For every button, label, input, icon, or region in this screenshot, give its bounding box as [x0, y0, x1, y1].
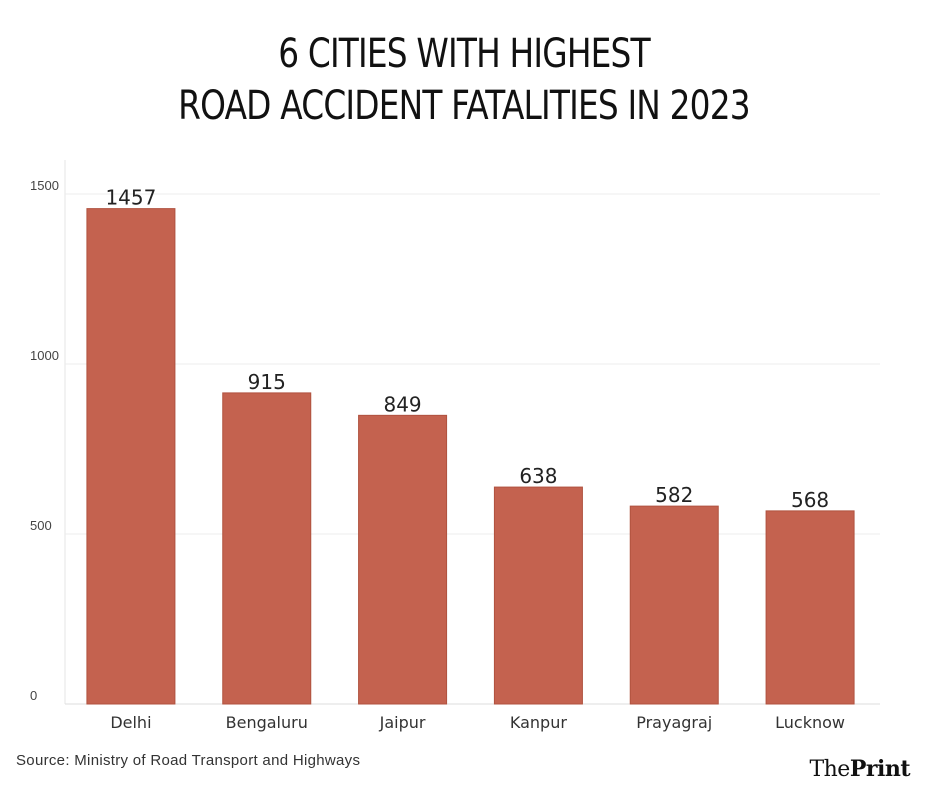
bar-delhi	[86, 208, 176, 705]
data-label-jaipur: 849	[383, 392, 421, 416]
title-line-2: ROAD ACCIDENT FATALITIES IN 2023	[178, 83, 750, 129]
x-tick-label-prayagraj: Prayagraj	[636, 713, 712, 732]
y-tick-label-0: 0	[30, 688, 37, 703]
x-tick-label-bengaluru: Bengaluru	[226, 713, 308, 732]
source-note: Source: Ministry of Road Transport and H…	[16, 752, 361, 769]
data-label-bengaluru: 915	[248, 370, 286, 394]
data-label-prayagraj: 582	[655, 483, 693, 507]
chart-title: 6 CITIES WITH HIGHEST ROAD ACCIDENT FATA…	[0, 28, 928, 132]
x-tick-label-delhi: Delhi	[110, 713, 151, 732]
theprint-logo: ThePrint	[809, 756, 910, 782]
x-tick-label-kanpur: Kanpur	[510, 713, 567, 732]
x-tick-label-jaipur: Jaipur	[379, 713, 426, 732]
title-line-1: 6 CITIES WITH HIGHEST	[278, 31, 650, 77]
bar-lucknow	[765, 510, 855, 705]
data-label-delhi: 1457	[105, 186, 156, 210]
y-tick-label-1000: 1000	[30, 348, 59, 363]
data-label-kanpur: 638	[519, 464, 557, 488]
y-tick-label-500: 500	[30, 518, 52, 533]
y-tick-label-1500: 1500	[30, 178, 59, 193]
logo-print: Print	[849, 756, 911, 782]
bar-jaipur	[358, 414, 448, 705]
bar-bengaluru	[222, 392, 312, 705]
x-tick-label-lucknow: Lucknow	[775, 713, 845, 732]
bar-prayagraj	[629, 505, 719, 705]
data-label-lucknow: 568	[791, 488, 829, 512]
logo-the: The	[809, 757, 850, 782]
bar-kanpur	[493, 486, 583, 705]
